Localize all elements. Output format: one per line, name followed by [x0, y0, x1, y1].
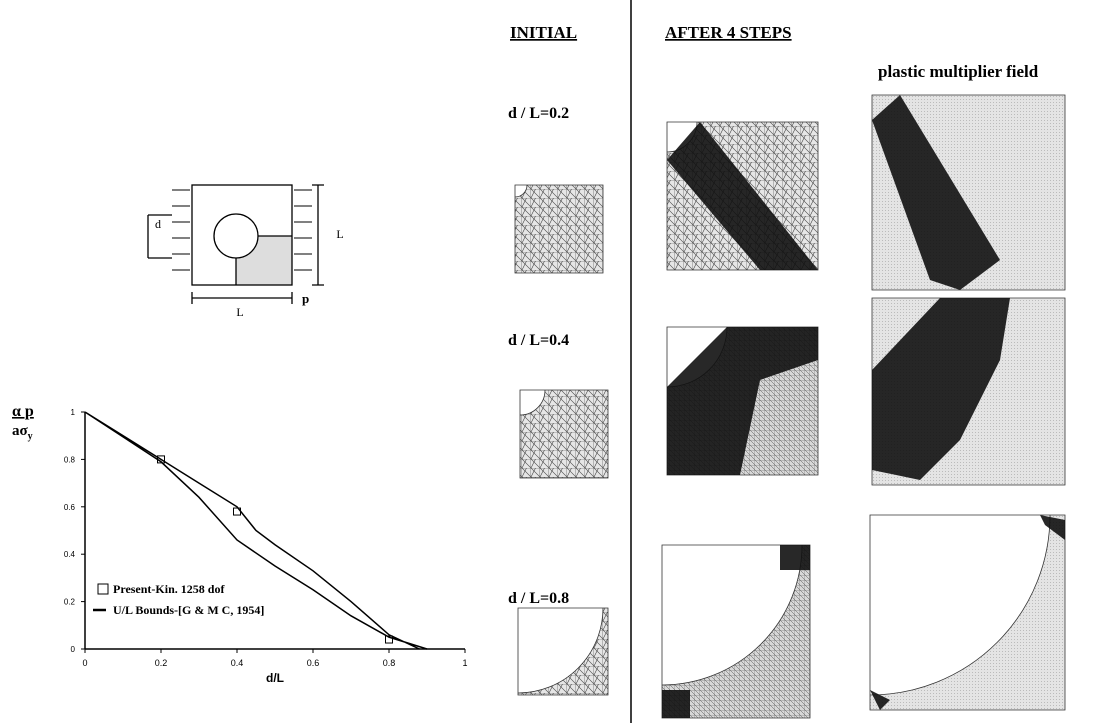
plate-diagram [148, 185, 324, 304]
legend-marker [98, 584, 108, 594]
diagram-label: L [236, 305, 243, 319]
y-tick-label: 0.6 [64, 503, 76, 512]
y-axis-label: y [28, 431, 33, 442]
mesh-panel [520, 390, 608, 478]
mesh-panel [870, 515, 1065, 710]
legend-label: Present-Kin. 1258 dof [113, 582, 225, 596]
diagram-label: p [302, 291, 309, 306]
x-tick-label: 0.8 [383, 658, 396, 668]
legend-label: U/L Bounds-[G & M C, 1954] [113, 603, 264, 617]
y-tick-label: 0.2 [64, 598, 76, 607]
mesh-panel [515, 185, 603, 273]
y-tick-label: 0 [71, 645, 76, 654]
page: INITIAL AFTER 4 STEPS plastic multiplier… [0, 0, 1098, 723]
x-axis-label: d/L [266, 671, 284, 685]
row-label: d / L=0.8 [508, 590, 569, 607]
x-tick-label: 0.2 [155, 658, 168, 668]
y-tick-label: 0.4 [64, 550, 76, 559]
y-axis-label: aσy [12, 423, 33, 442]
diagram-label: d [155, 217, 161, 231]
y-axis-label: aσ [12, 423, 29, 439]
y-axis-label: α p [12, 403, 34, 420]
x-tick-label: 0 [82, 658, 87, 668]
x-tick-label: 0.4 [231, 658, 244, 668]
mesh-panel [518, 608, 608, 695]
column-header: AFTER 4 STEPS [665, 23, 792, 42]
column-header: INITIAL [510, 23, 577, 42]
row-label: d / L=0.2 [508, 105, 569, 122]
row-label: d / L=0.4 [508, 332, 569, 349]
x-tick-label: 1 [462, 658, 467, 668]
x-tick-label: 0.6 [307, 658, 320, 668]
column-header: plastic multiplier field [878, 62, 1039, 81]
y-tick-label: 1 [71, 408, 76, 417]
diagram-label: L [336, 227, 343, 241]
y-tick-label: 0.8 [64, 455, 76, 464]
